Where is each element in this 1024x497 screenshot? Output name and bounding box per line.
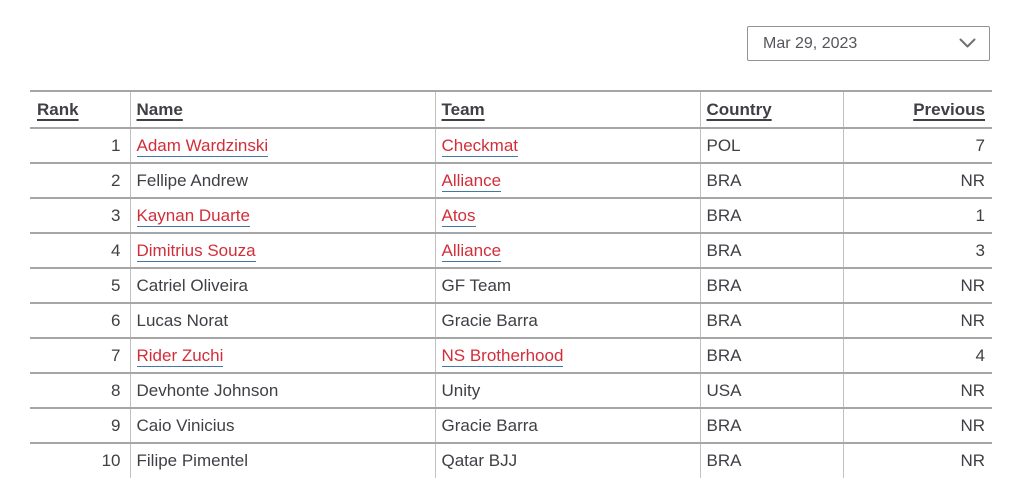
table-row: 2 Fellipe Andrew Alliance BRA NR [30,163,992,198]
athlete-name: Lucas Norat [136,310,229,330]
previous-rank-cell: NR [842,373,992,408]
country-cell: BRA [699,408,843,443]
team-name: Gracie Barra [441,310,538,330]
athlete-name: Caio Vinicius [136,415,235,435]
country-cell: BRA [699,163,843,198]
date-dropdown[interactable]: Mar 29, 2023 [747,26,990,61]
country-cell: BRA [699,198,843,233]
team-cell: GF Team [434,268,700,303]
country-cell: POL [699,128,843,163]
date-dropdown-value: Mar 29, 2023 [763,34,858,52]
country-cell: USA [699,373,843,408]
team-link[interactable]: Alliance [441,240,502,262]
team-cell: NS Brotherhood [434,338,700,373]
previous-rank-cell: NR [842,303,992,338]
previous-rank-cell: 1 [842,198,992,233]
country-cell: BRA [699,443,843,478]
name-cell: Adam Wardzinski [129,128,435,163]
team-cell: Gracie Barra [434,303,700,338]
athlete-name: Fellipe Andrew [136,170,249,190]
name-cell: Filipe Pimentel [129,443,435,478]
previous-rank-cell: 7 [842,128,992,163]
column-header-team[interactable]: Team [434,91,700,128]
athlete-name: Catriel Oliveira [136,275,248,295]
name-cell: Kaynan Duarte [129,198,435,233]
athlete-link[interactable]: Dimitrius Souza [136,240,256,262]
team-link[interactable]: NS Brotherhood [441,345,564,367]
previous-rank-cell: NR [842,408,992,443]
rankings-table-header: Rank Name Team Country Previous [30,91,992,128]
table-row: 3 Kaynan Duarte Atos BRA 1 [30,198,992,233]
header-row: Rank Name Team Country Previous [30,91,992,128]
name-cell: Catriel Oliveira [129,268,435,303]
team-name: Gracie Barra [441,415,538,435]
team-name: GF Team [441,275,512,295]
athlete-link[interactable]: Rider Zuchi [136,345,224,367]
chevron-down-icon [959,38,976,49]
name-cell: Caio Vinicius [129,408,435,443]
team-cell: Gracie Barra [434,408,700,443]
country-cell: BRA [699,338,843,373]
rank-cell: 5 [111,275,121,295]
toolbar: Mar 29, 2023 [0,0,1024,61]
country-cell: BRA [699,303,843,338]
team-link[interactable]: Atos [441,205,476,227]
team-cell: Atos [434,198,700,233]
rank-cell: 8 [111,380,121,400]
column-header-previous[interactable]: Previous [842,91,992,128]
rank-cell: 10 [101,451,121,470]
team-cell: Alliance [434,163,700,198]
team-cell: Qatar BJJ [434,443,700,478]
previous-rank-cell: 3 [842,233,992,268]
table-row: 10 Filipe Pimentel Qatar BJJ BRA NR [30,443,992,478]
column-header-name[interactable]: Name [129,91,435,128]
rank-cell: 3 [111,205,121,225]
previous-rank-cell: 4 [842,338,992,373]
athlete-link[interactable]: Adam Wardzinski [136,135,269,157]
country-cell: BRA [699,233,843,268]
rank-cell: 1 [111,135,121,155]
previous-rank-cell: NR [842,163,992,198]
rank-cell: 2 [111,170,121,190]
name-cell: Devhonte Johnson [129,373,435,408]
team-cell: Checkmat [434,128,700,163]
rankings-table-body: 1 Adam Wardzinski Checkmat POL 7 2 Fellipe And… [30,128,992,478]
team-cell: Unity [434,373,700,408]
country-cell: BRA [699,268,843,303]
team-link[interactable]: Checkmat [441,135,519,157]
table-row: 6 Lucas Norat Gracie Barra BRA NR [30,303,992,338]
column-header-country[interactable]: Country [699,91,843,128]
name-cell: Dimitrius Souza [129,233,435,268]
table-row: 7 Rider Zuchi NS Brotherhood BRA 4 [30,338,992,373]
name-cell: Rider Zuchi [129,338,435,373]
table-row: 5 Catriel Oliveira GF Team BRA NR [30,268,992,303]
team-link[interactable]: Alliance [441,170,502,192]
team-cell: Alliance [434,233,700,268]
rank-cell: 9 [111,415,121,435]
previous-rank-cell: NR [842,268,992,303]
rank-cell: 7 [111,345,121,365]
rank-cell: 6 [111,310,121,330]
athlete-name: Filipe Pimentel [136,451,249,470]
name-cell: Lucas Norat [129,303,435,338]
table-row: 1 Adam Wardzinski Checkmat POL 7 [30,128,992,163]
team-name: Unity [441,380,481,400]
rank-cell: 4 [111,240,121,260]
table-row: 8 Devhonte Johnson Unity USA NR [30,373,992,408]
team-name: Qatar BJJ [441,451,518,470]
column-header-rank[interactable]: Rank [37,99,79,119]
table-row: 4 Dimitrius Souza Alliance BRA 3 [30,233,992,268]
previous-rank-cell: NR [842,443,992,478]
athlete-link[interactable]: Kaynan Duarte [136,205,250,227]
name-cell: Fellipe Andrew [129,163,435,198]
rankings-table: Rank Name Team Country Previous 1 Adam Wa… [30,90,992,478]
table-row: 9 Caio Vinicius Gracie Barra BRA NR [30,408,992,443]
athlete-name: Devhonte Johnson [136,380,279,400]
